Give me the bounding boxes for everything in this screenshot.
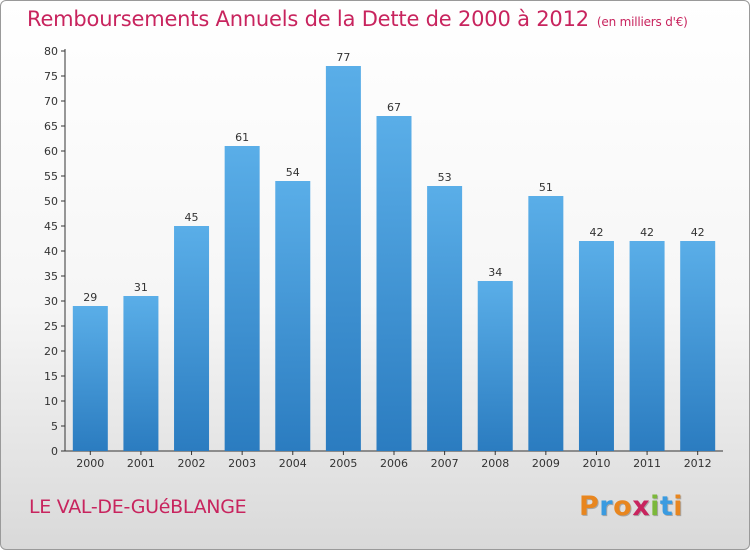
x-tick-label: 2006: [380, 457, 408, 470]
y-tick-label: 45: [44, 220, 58, 233]
y-tick-label: 55: [44, 170, 58, 183]
bar-2011: [629, 241, 665, 451]
y-tick-label: 25: [44, 320, 58, 333]
bar-2012: [680, 241, 716, 451]
logo-letter: o: [613, 491, 633, 522]
x-tick-label: 2005: [329, 457, 357, 470]
logo-letter: r: [599, 491, 614, 522]
y-tick-label: 70: [44, 95, 58, 108]
logo-letter: i: [650, 491, 660, 522]
x-tick-label: 2009: [532, 457, 560, 470]
bar-2009: [528, 196, 564, 451]
logo-letter: P: [579, 491, 600, 522]
x-tick-label: 2004: [279, 457, 307, 470]
x-tick-label: 2012: [684, 457, 712, 470]
bar-2007: [427, 186, 463, 451]
logo-letter: t: [659, 491, 674, 522]
bar-2010: [578, 241, 614, 451]
chart-title-text: Remboursements Annuels de la Dette de 20…: [27, 7, 589, 31]
x-tick-label: 2000: [76, 457, 104, 470]
bar-value-label: 77: [336, 51, 350, 64]
bar-value-label: 34: [488, 266, 502, 279]
bar-2000: [72, 306, 108, 451]
bar-value-label: 54: [286, 166, 300, 179]
commune-name: LE VAL-DE-GUéBLANGE: [29, 496, 247, 518]
y-tick-label: 5: [51, 420, 58, 433]
y-tick-label: 60: [44, 145, 58, 158]
bar-value-label: 29: [83, 291, 97, 304]
bar-value-label: 45: [185, 211, 199, 224]
y-tick-label: 80: [44, 45, 58, 58]
y-tick-label: 15: [44, 370, 58, 383]
bar-value-label: 42: [640, 226, 654, 239]
bar-value-label: 42: [589, 226, 603, 239]
x-tick-label: 2001: [127, 457, 155, 470]
bar-value-label: 31: [134, 281, 148, 294]
bar-2002: [174, 226, 210, 451]
x-tick-label: 2007: [431, 457, 459, 470]
y-tick-label: 65: [44, 120, 58, 133]
logo-letter: x: [632, 491, 651, 522]
bar-2008: [477, 281, 513, 451]
x-tick-label: 2008: [481, 457, 509, 470]
x-tick-label: 2010: [582, 457, 610, 470]
y-tick-label: 75: [44, 70, 58, 83]
y-tick-label: 40: [44, 245, 58, 258]
chart-unit: (en milliers d'€): [596, 15, 688, 29]
y-tick-label: 0: [51, 445, 58, 458]
bar-value-label: 51: [539, 181, 553, 194]
y-tick-label: 35: [44, 270, 58, 283]
bar-2006: [376, 116, 412, 451]
proxiti-logo: Proxiti: [579, 491, 683, 522]
bar-value-label: 61: [235, 131, 249, 144]
x-tick-label: 2011: [633, 457, 661, 470]
y-tick-label: 50: [44, 195, 58, 208]
bar-value-label: 53: [438, 171, 452, 184]
bar-2003: [224, 146, 260, 451]
bar-2004: [275, 181, 311, 451]
bar-value-label: 42: [691, 226, 705, 239]
logo-letter: i: [673, 491, 684, 522]
y-tick-label: 20: [44, 345, 58, 358]
chart-title: Remboursements Annuels de la Dette de 20…: [27, 7, 688, 31]
y-tick-label: 10: [44, 395, 58, 408]
x-tick-label: 2003: [228, 457, 256, 470]
bar-2001: [123, 296, 159, 451]
bar-value-label: 67: [387, 101, 401, 114]
bar-2005: [325, 66, 361, 451]
y-tick-label: 30: [44, 295, 58, 308]
x-tick-label: 2002: [178, 457, 206, 470]
